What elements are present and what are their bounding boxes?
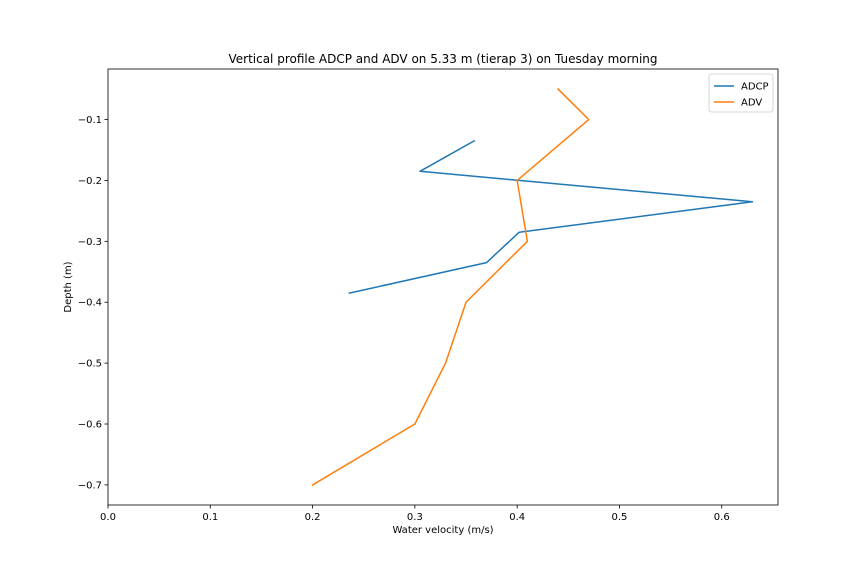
x-tick-label: 0.0	[100, 512, 116, 523]
y-tick-label: −0.5	[78, 359, 102, 370]
y-tick-label: −0.6	[78, 420, 102, 431]
y-tick-label: −0.4	[78, 298, 102, 309]
axes-frame	[107, 68, 779, 506]
y-tick-label: −0.2	[78, 176, 102, 187]
x-tick-label: 0.6	[714, 512, 730, 523]
x-tick-label: 0.3	[407, 512, 423, 523]
legend-label-adv: ADV	[741, 98, 762, 109]
y-tick-label: −0.7	[78, 480, 102, 491]
x-tick-label: 0.4	[509, 512, 525, 523]
chart-title: Vertical profile ADCP and ADV on 5.33 m …	[228, 52, 657, 66]
x-tick-label: 0.5	[611, 512, 627, 523]
x-tick-label: 0.1	[202, 512, 218, 523]
x-tick-label: 0.2	[305, 512, 321, 523]
series-line-adv	[311, 88, 590, 486]
y-tick-label: −0.3	[78, 237, 102, 248]
series-line-adcp	[348, 139, 754, 294]
plot-area: 0.0 0.1 0.2 0.3 0.4 0.5 0.6 −0.1 −0.2 −0.3 −0.4 −0.…	[78, 68, 779, 523]
y-tick-label: −0.1	[78, 115, 102, 126]
y-axis-title: Depth (m)	[63, 261, 74, 312]
legend-label-adcp: ADCP	[741, 82, 769, 93]
x-axis-title: Water velocity (m/s)	[392, 525, 493, 536]
